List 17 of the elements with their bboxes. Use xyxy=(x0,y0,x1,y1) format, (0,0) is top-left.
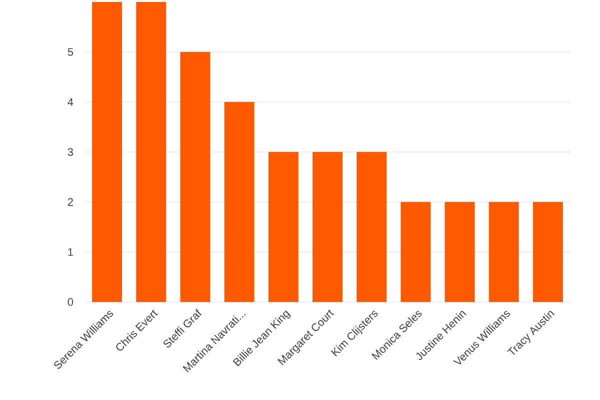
y-tick-label: 5 xyxy=(68,48,74,56)
bar xyxy=(268,152,298,302)
bar xyxy=(180,52,210,302)
bar xyxy=(444,202,475,302)
bar xyxy=(92,2,122,302)
bar xyxy=(532,202,563,302)
bar xyxy=(136,2,166,302)
y-tick-label: 3 xyxy=(68,148,73,156)
bar xyxy=(356,152,387,302)
bar xyxy=(400,202,431,302)
y-tick-label: 2 xyxy=(68,198,73,206)
bar xyxy=(312,152,342,302)
bar xyxy=(488,202,519,302)
bar xyxy=(224,102,254,302)
y-tick-label: 1 xyxy=(68,248,73,256)
y-tick-label: 4 xyxy=(68,98,74,106)
y-tick-label: 0 xyxy=(68,298,74,306)
